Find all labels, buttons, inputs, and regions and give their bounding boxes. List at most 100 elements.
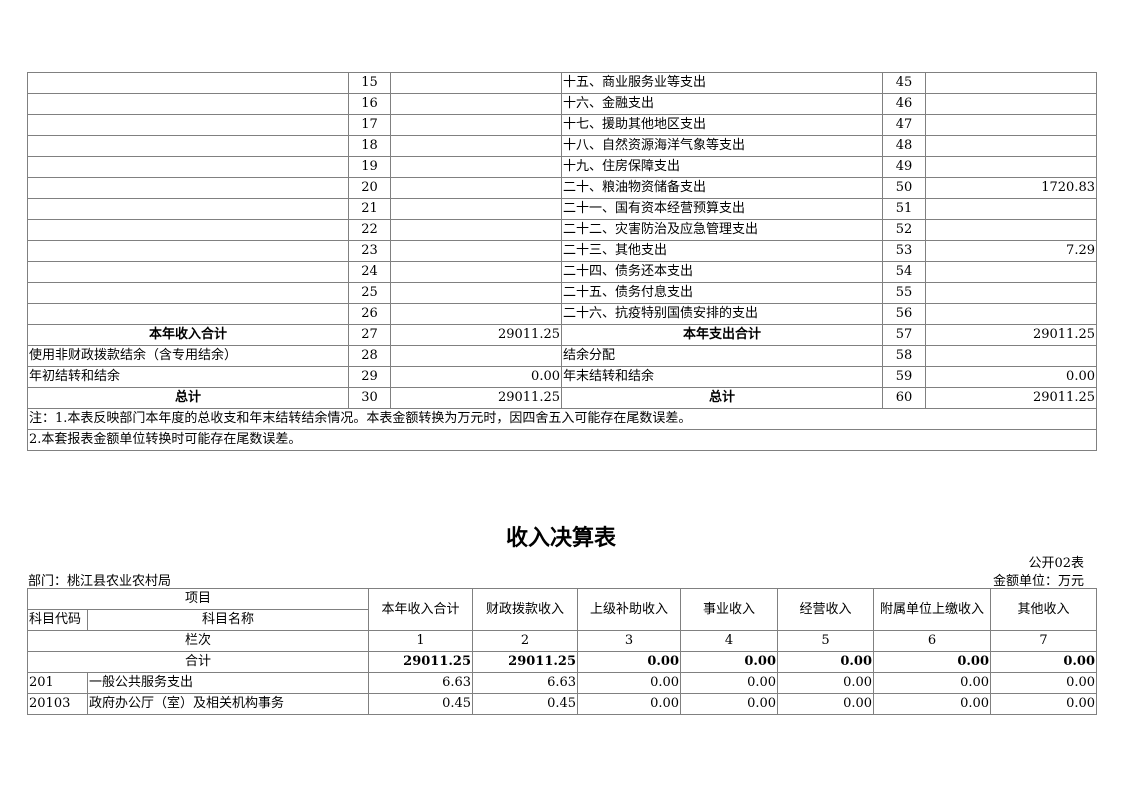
- income-final-accounts-table: 项目 本年收入合计 财政拨款收入 上级补助收入 事业收入 经营收入 附属单位上缴…: [26, 588, 1098, 715]
- expense-line: 52: [882, 219, 926, 241]
- income-amount: 29011.25: [390, 387, 562, 409]
- income-item: [27, 156, 349, 178]
- income-line: 25: [348, 282, 391, 304]
- income-amount: [390, 72, 562, 94]
- header-name: 科目名称: [86, 609, 370, 631]
- income-item: [27, 72, 349, 94]
- income-line: 23: [348, 240, 391, 262]
- expense-item: 十六、金融支出: [561, 93, 883, 115]
- table-row: 年初结转和结余 29 0.00 年末结转和结余 59 0.00: [27, 366, 1097, 388]
- income-line: 26: [348, 303, 391, 325]
- income-line: 21: [348, 198, 391, 220]
- expense-item: 结余分配: [561, 345, 883, 367]
- income-item: [27, 282, 349, 304]
- header-col: 财政拨款收入: [472, 588, 579, 631]
- expense-item: 二十四、债务还本支出: [561, 261, 883, 283]
- expense-amount: 29011.25: [925, 387, 1097, 409]
- header-col: 本年收入合计: [368, 588, 474, 631]
- table-row: 201 一般公共服务支出 6.63 6.63 0.00 0.00 0.00 0.00 0.00: [27, 672, 1098, 694]
- table-row: 本年收入合计 27 29011.25 本年支出合计 57 29011.25: [27, 324, 1097, 346]
- table-row: 26 二十六、抗疫特别国债安排的支出 56: [27, 303, 1097, 325]
- value-cell: 4: [680, 630, 779, 652]
- table-row: 15 十五、商业服务业等支出 45: [27, 72, 1097, 94]
- header-col: 经营收入: [777, 588, 875, 631]
- value-cell: 6.63: [472, 672, 579, 694]
- income-item: [27, 219, 349, 241]
- value-cell: 0.00: [873, 672, 992, 694]
- income-line: 27: [348, 324, 391, 346]
- value-cell: 0.00: [680, 693, 779, 715]
- income-amount: [390, 114, 562, 136]
- form-number: 公开02表: [1028, 556, 1084, 571]
- income-item: [27, 114, 349, 136]
- table-row: 17 十七、援助其他地区支出 47: [27, 114, 1097, 136]
- expense-amount: [925, 72, 1097, 94]
- table-row: 总计 30 29011.25 总计 60 29011.25: [27, 387, 1097, 409]
- income-amount: [390, 177, 562, 199]
- value-cell: 0.00: [990, 651, 1098, 673]
- expense-item: 二十三、其他支出: [561, 240, 883, 262]
- table-row: 19 十九、住房保障支出 49: [27, 156, 1097, 178]
- value-cell: 3: [577, 630, 682, 652]
- value-cell: 1: [368, 630, 474, 652]
- expense-line: 60: [882, 387, 926, 409]
- expense-line: 59: [882, 366, 926, 388]
- note-row: 2.本套报表金额单位转换时可能存在尾数误差。: [27, 429, 1097, 451]
- table-row: 22 二十二、灾害防治及应急管理支出 52: [27, 219, 1097, 241]
- value-cell: 6: [873, 630, 992, 652]
- subject-code: 201: [27, 672, 88, 694]
- note: 注：1.本表反映部门本年度的总收支和年末结转结余情况。本表金额转换为万元时，因四…: [27, 408, 1097, 430]
- expense-line: 50: [882, 177, 926, 199]
- expense-line: 49: [882, 156, 926, 178]
- expense-line: 45: [882, 72, 926, 94]
- expense-item: 二十六、抗疫特别国债安排的支出: [561, 303, 883, 325]
- income-line: 15: [348, 72, 391, 94]
- income-item: [27, 198, 349, 220]
- income-amount: [390, 219, 562, 241]
- value-cell: 0.00: [680, 651, 779, 673]
- value-cell: 2: [472, 630, 579, 652]
- expense-amount: [925, 303, 1097, 325]
- row-label: 合计: [26, 651, 370, 673]
- expense-item: 十七、援助其他地区支出: [561, 114, 883, 136]
- income-line: 20: [348, 177, 391, 199]
- value-cell: 6.63: [368, 672, 474, 694]
- income-line: 16: [348, 93, 391, 115]
- value-cell: 0.45: [368, 693, 474, 715]
- expense-item: 二十二、灾害防治及应急管理支出: [561, 219, 883, 241]
- note: 2.本套报表金额单位转换时可能存在尾数误差。: [27, 429, 1097, 451]
- table-row: 16 十六、金融支出 46: [27, 93, 1097, 115]
- value-cell: 7: [990, 630, 1098, 652]
- income-item: [27, 93, 349, 115]
- income-amount: [390, 303, 562, 325]
- income-item: [27, 240, 349, 262]
- row-label: 栏次: [26, 630, 370, 652]
- expense-amount: [925, 219, 1097, 241]
- expense-item: 年末结转和结余: [561, 366, 883, 388]
- value-cell: 0.00: [777, 651, 875, 673]
- expense-item: 二十五、债务付息支出: [561, 282, 883, 304]
- subject-name: 一般公共服务支出: [86, 672, 370, 694]
- department-label: 部门：桃江县农业农村局: [28, 574, 172, 589]
- income-item: [27, 177, 349, 199]
- income-line: 18: [348, 135, 391, 157]
- income-line: 17: [348, 114, 391, 136]
- value-cell: 0.00: [577, 651, 682, 673]
- expense-line: 54: [882, 261, 926, 283]
- table-row: 栏次 1 2 3 4 5 6 7: [26, 630, 1098, 652]
- value-cell: 0.00: [990, 672, 1098, 694]
- income-item: 年初结转和结余: [27, 366, 349, 388]
- value-cell: 0.45: [472, 693, 579, 715]
- expense-line: 51: [882, 198, 926, 220]
- expense-item: 二十、粮油物资储备支出: [561, 177, 883, 199]
- expense-amount: [925, 156, 1097, 178]
- income-item: [27, 261, 349, 283]
- expense-line: 56: [882, 303, 926, 325]
- income-item: 总计: [27, 387, 349, 409]
- income-amount: [390, 198, 562, 220]
- subject-code: 20103: [27, 693, 88, 715]
- value-cell: 29011.25: [472, 651, 579, 673]
- expense-line: 47: [882, 114, 926, 136]
- table-row: 合计 29011.25 29011.25 0.00 0.00 0.00 0.00 0.00: [26, 651, 1098, 673]
- income-item: 使用非财政拨款结余（含专用结余）: [27, 345, 349, 367]
